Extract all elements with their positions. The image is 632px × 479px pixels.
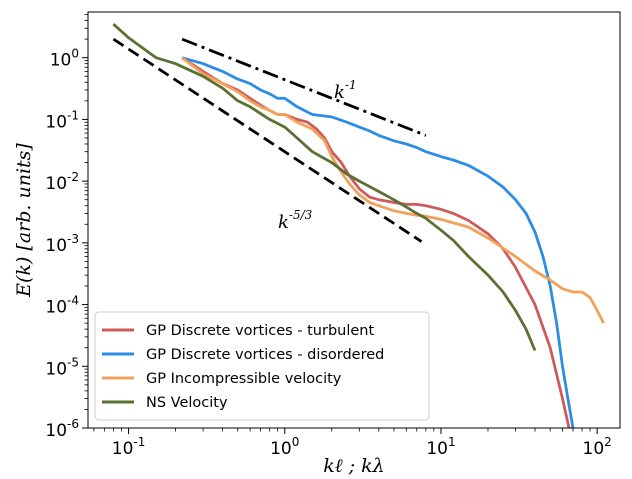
series-layer: [112, 23, 605, 428]
reference-line-2: [112, 37, 423, 243]
reference-lines: [112, 37, 427, 243]
plot-frame: [87, 11, 621, 429]
y-tick-label: 10-5: [45, 355, 79, 379]
legend-label: NS Velocity: [146, 395, 228, 411]
y-tick-label: 10-2: [45, 170, 79, 194]
legend-box: [94, 311, 430, 421]
x-tick-label: 100: [270, 435, 299, 459]
x-tick-label: 10-1: [112, 435, 146, 459]
reference-line-1: [181, 37, 427, 137]
y-tick-label: 10-3: [45, 232, 79, 256]
y-axis-label: E(k) [arb. units]: [13, 143, 35, 298]
y-tick-label: 100: [50, 47, 79, 71]
series-line-2: [181, 56, 575, 428]
y-tick-label: 10-6: [45, 417, 79, 441]
slope-annotation-2: k-5/3: [278, 208, 313, 233]
legend-label: GP Incompressible velocity: [146, 371, 342, 387]
y-tick-label: 10-1: [45, 108, 79, 132]
slope-annotation-1: k-1: [334, 78, 357, 103]
legend-label: GP Discrete vortices - disordered: [146, 347, 384, 363]
x-axis-label: kℓ ; kλ: [323, 455, 384, 477]
legend: GP Discrete vortices - turbulent GP Discr…: [94, 311, 430, 421]
y-tick-label: 10-4: [45, 294, 79, 318]
x-tick-label: 101: [426, 435, 455, 459]
series-line-3: [181, 56, 605, 324]
x-tick-label: 102: [583, 435, 612, 459]
legend-label: GP Discrete vortices - turbulent: [146, 323, 374, 339]
series-line-4: [112, 23, 537, 352]
